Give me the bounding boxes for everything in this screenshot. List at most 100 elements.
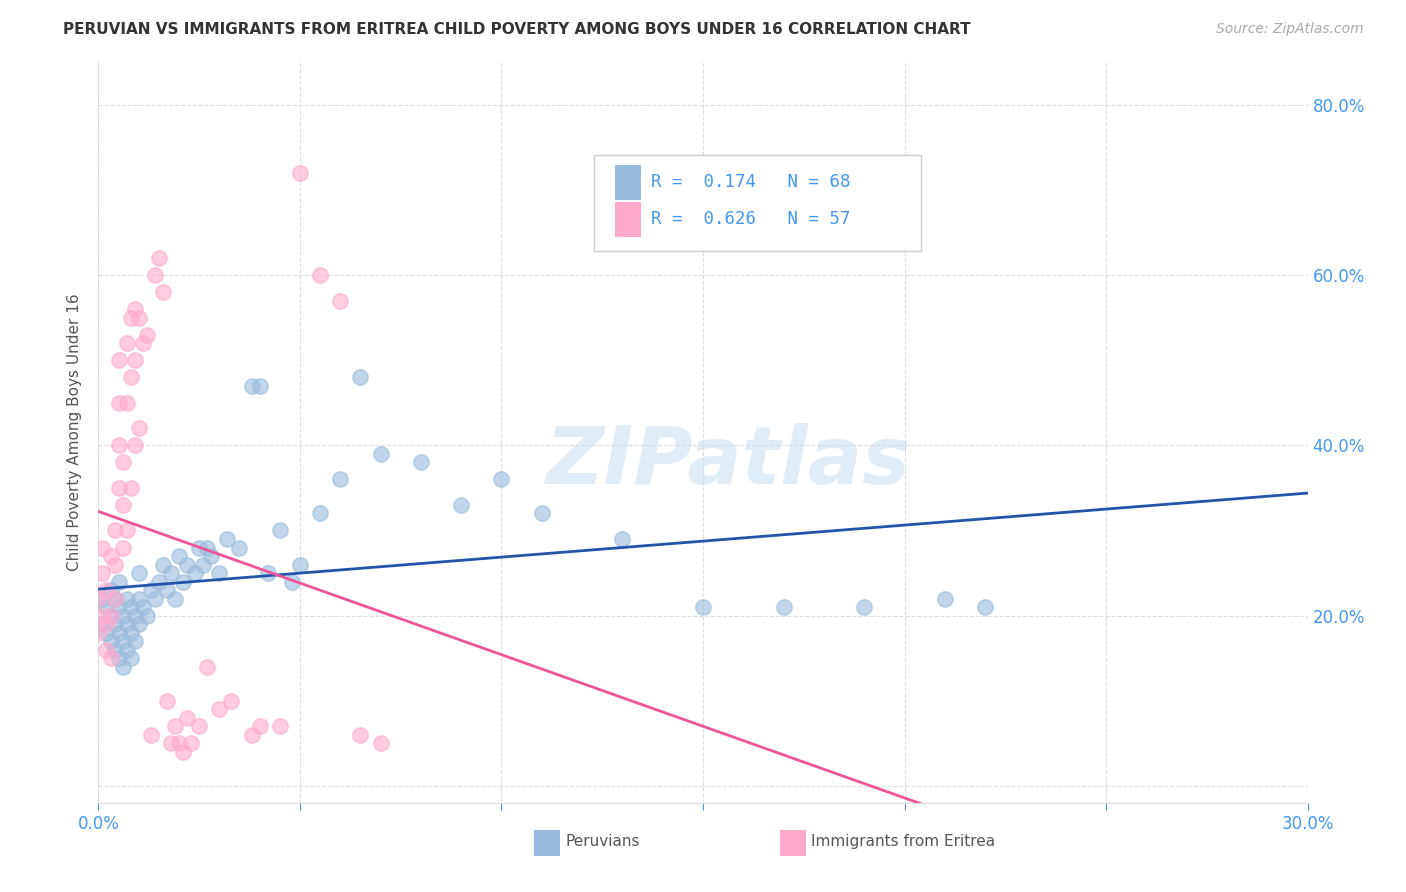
Point bbox=[103, 617, 125, 632]
Point bbox=[120, 481, 142, 495]
Point bbox=[491, 472, 513, 486]
Point bbox=[96, 600, 118, 615]
Point bbox=[143, 268, 166, 283]
Point bbox=[288, 166, 311, 180]
Point bbox=[163, 591, 186, 606]
Point bbox=[249, 719, 271, 733]
Point bbox=[115, 591, 138, 606]
Point bbox=[329, 293, 352, 308]
Point bbox=[115, 642, 138, 657]
Point bbox=[107, 353, 129, 368]
Text: PERUVIAN VS IMMIGRANTS FROM ERITREA CHILD POVERTY AMONG BOYS UNDER 16 CORRELATIO: PERUVIAN VS IMMIGRANTS FROM ERITREA CHIL… bbox=[63, 22, 972, 37]
Point bbox=[152, 285, 174, 300]
Point bbox=[309, 507, 332, 521]
Point bbox=[370, 447, 392, 461]
Point bbox=[107, 625, 129, 640]
Point bbox=[221, 694, 243, 708]
Point bbox=[853, 600, 876, 615]
Point bbox=[107, 600, 129, 615]
Point bbox=[160, 736, 183, 750]
Point bbox=[240, 728, 263, 742]
Point bbox=[100, 651, 122, 665]
Text: R =  0.626   N = 57: R = 0.626 N = 57 bbox=[651, 211, 851, 228]
Point bbox=[96, 642, 118, 657]
Point bbox=[132, 600, 155, 615]
Point bbox=[124, 353, 146, 368]
Text: R =  0.174   N = 68: R = 0.174 N = 68 bbox=[651, 173, 851, 192]
Point bbox=[329, 472, 352, 486]
Point bbox=[128, 591, 150, 606]
Point bbox=[120, 651, 142, 665]
Point bbox=[281, 574, 304, 589]
Text: Source: ZipAtlas.com: Source: ZipAtlas.com bbox=[1216, 22, 1364, 37]
Point bbox=[115, 396, 138, 410]
Point bbox=[934, 591, 956, 606]
Point bbox=[120, 600, 142, 615]
Point bbox=[172, 745, 194, 759]
Point bbox=[111, 634, 134, 648]
Point bbox=[103, 591, 125, 606]
Point bbox=[120, 625, 142, 640]
Point bbox=[100, 608, 122, 623]
Point bbox=[100, 634, 122, 648]
Point bbox=[180, 736, 202, 750]
FancyBboxPatch shape bbox=[614, 165, 641, 200]
Point bbox=[309, 268, 332, 283]
Point bbox=[124, 634, 146, 648]
Point bbox=[100, 549, 122, 563]
Point bbox=[111, 608, 134, 623]
FancyBboxPatch shape bbox=[614, 202, 641, 237]
FancyBboxPatch shape bbox=[595, 155, 921, 252]
Point bbox=[107, 651, 129, 665]
Point bbox=[217, 532, 239, 546]
Point bbox=[107, 438, 129, 452]
Point bbox=[128, 421, 150, 435]
Point bbox=[111, 659, 134, 673]
Point bbox=[200, 549, 222, 563]
Point bbox=[128, 617, 150, 632]
Point bbox=[115, 617, 138, 632]
Point bbox=[148, 574, 170, 589]
Point bbox=[188, 719, 211, 733]
Point bbox=[91, 566, 114, 580]
Point bbox=[107, 481, 129, 495]
Point bbox=[124, 438, 146, 452]
Point bbox=[103, 591, 125, 606]
Point bbox=[208, 566, 231, 580]
Point bbox=[91, 591, 114, 606]
Point bbox=[269, 719, 291, 733]
Point bbox=[124, 302, 146, 317]
Point bbox=[156, 582, 179, 597]
Point bbox=[193, 558, 215, 572]
Point bbox=[692, 600, 714, 615]
Point bbox=[111, 498, 134, 512]
Point bbox=[87, 591, 110, 606]
Point bbox=[240, 379, 263, 393]
Point bbox=[176, 558, 198, 572]
Point bbox=[208, 702, 231, 716]
Point bbox=[163, 719, 186, 733]
Point bbox=[612, 532, 634, 546]
Point bbox=[91, 617, 114, 632]
Point bbox=[103, 524, 125, 538]
Point bbox=[184, 566, 207, 580]
Point bbox=[156, 694, 179, 708]
Point bbox=[124, 608, 146, 623]
Point bbox=[107, 396, 129, 410]
Point bbox=[128, 566, 150, 580]
Point bbox=[172, 574, 194, 589]
Point bbox=[370, 736, 392, 750]
Point bbox=[120, 310, 142, 325]
Point bbox=[188, 541, 211, 555]
Point bbox=[349, 728, 371, 742]
Point bbox=[349, 370, 371, 384]
Point bbox=[87, 625, 110, 640]
Point bbox=[96, 617, 118, 632]
Point bbox=[160, 566, 183, 580]
Point bbox=[450, 498, 472, 512]
Point bbox=[530, 507, 553, 521]
Point bbox=[111, 455, 134, 469]
Point bbox=[135, 327, 157, 342]
Point bbox=[115, 524, 138, 538]
Point bbox=[91, 608, 114, 623]
